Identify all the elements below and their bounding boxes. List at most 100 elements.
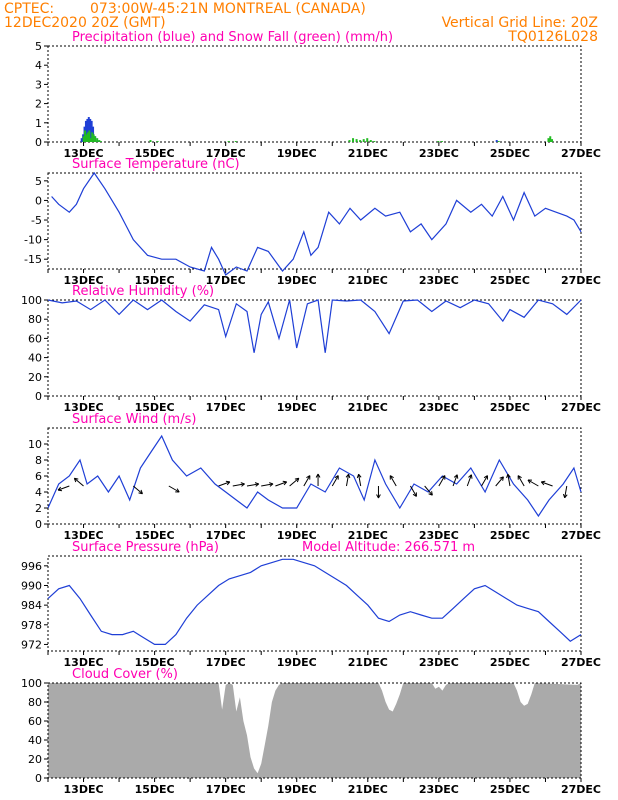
wind-xtick-label: 17DEC [206,529,246,542]
pressure-xtick-label: 13DEC [64,656,104,669]
wind-arrow [452,474,458,487]
snow-bar [355,139,358,142]
snow-bar [85,134,88,142]
pressure-ytick-label: 972 [21,638,42,651]
snow-bar [440,141,443,142]
snow-bar [437,141,440,142]
pressure-ytick-label: 978 [21,619,42,632]
wind-arrow [481,475,488,487]
wind-ytick-label: 10 [28,438,42,451]
wind-arrow-head [483,475,489,480]
cloud-ytick-label: 100 [21,677,42,690]
wind-arrow-head [306,475,311,480]
wind-arrow [218,481,231,487]
precip-ytick-label: 2 [35,98,42,111]
header-grid-note: Vertical Grid Line: 20Z [442,15,598,31]
pressure-title: Surface Pressure (hPa) [72,540,219,555]
temp-xtick-label: 19DEC [277,274,317,287]
wind-arrow [389,475,397,487]
precip-bar [87,117,90,142]
header-source: CPTEC: [4,1,54,17]
precip-xtick-label: 15DEC [135,147,175,160]
pressure-line [47,558,582,645]
wind-arrow-head [527,479,532,484]
snow-bar [373,141,376,142]
wind-xtick-label: 27DEC [561,529,601,542]
precip-ytick-label: 1 [35,117,42,130]
snow-bar [234,141,237,142]
temp-line [51,171,582,276]
pressure-ytick-label: 984 [21,599,42,612]
rh-title: Relative Humidity (%) [72,284,214,299]
rh-ytick-label: 100 [21,294,42,307]
precip-frame [47,45,582,143]
precip-xtick-label: 25DEC [490,147,530,160]
wind-arrow [507,474,511,487]
pressure-ytick-label: 990 [21,579,42,592]
wind-arrow [495,476,504,487]
temp-xtick-label: 25DEC [490,274,530,287]
wind-xtick-label: 13DEC [64,529,104,542]
rh-ytick-label: 80 [28,313,42,326]
temp-panel: -15 -10 -5 0 5 13DEC 15DEC 17DEC 19DEC 21DEC 23DEC… [24,171,601,287]
wind-line [47,434,582,518]
wind-arrow [232,483,245,487]
snow-bar [92,134,95,142]
wind-arrow-head [376,494,381,499]
wind-ytick-label: 6 [35,470,42,483]
precip-xtick-label: 17DEC [206,147,246,160]
rh-xtick-label: 19DEC [277,401,317,414]
precip-xtick-label: 21DEC [348,147,388,160]
precip-bar [495,140,498,142]
wind-arrow [358,474,362,487]
wind-arrow-head [240,482,245,487]
wind-arrow-head [562,493,568,499]
wind-arrow [275,481,287,487]
temp-ytick-label: -5 [31,214,42,227]
wind-arrow-head [345,473,351,479]
wind-xtick-label: 19DEC [277,529,317,542]
wind-arrow [345,474,350,487]
precip-ytick-label: 3 [35,78,42,91]
snow-bar [86,132,89,142]
wind-arrow-head [138,489,143,495]
cloud-frame [47,682,582,779]
header-model-code: TQ0126L028 [507,29,598,45]
pressure-xtick-label: 19DEC [277,656,317,669]
temp-xtick-label: 21DEC [348,274,388,287]
wind-arrow-head [175,488,180,493]
snow-bar [88,130,91,142]
wind-arrow-head [506,473,511,479]
precip-bar [86,118,89,142]
rh-xtick-label: 21DEC [348,401,388,414]
cloud-title: Cloud Cover (%) [72,667,178,682]
precip-ytick-label: 5 [35,40,42,53]
rh-frame [47,299,582,397]
wind-arrow [246,483,259,487]
snow-bar [98,140,101,142]
snow-bar [549,136,552,142]
wind-panel: 0 2 4 6 8 10 13DEC 15DEC 17DEC 19DEC 21DEC 23DEC 25D… [28,427,601,542]
wind-arrow-head [254,482,260,487]
pressure-xtick-label: 21DEC [348,656,388,669]
cloud-xtick-label: 25DEC [490,783,530,796]
pressure-xtick-label: 23DEC [419,656,459,669]
snow-bar [149,140,152,142]
wind-arrow [331,475,339,487]
cloud-xtick-label: 17DEC [206,783,246,796]
wind-arrow [303,475,311,487]
cloud-ytick-label: 80 [28,696,42,709]
rh-xtick-label: 13DEC [64,401,104,414]
cloud-xtick-label: 27DEC [561,783,601,796]
pressure-panel: 972 978 984 990 996 13DEC 15DEC 17DEC 19DEC 21DEC… [21,555,601,669]
wind-arrow-head [57,486,63,492]
rh-xtick-label: 25DEC [490,401,530,414]
wind-arrow [168,485,180,493]
snow-bar [551,139,554,142]
wind-ytick-label: 2 [35,502,42,515]
snow-bar [352,138,355,142]
wind-arrow-head [453,474,459,479]
temp-xtick-label: 17DEC [206,274,246,287]
snow-bar [99,141,102,142]
wind-arrow [438,475,446,487]
